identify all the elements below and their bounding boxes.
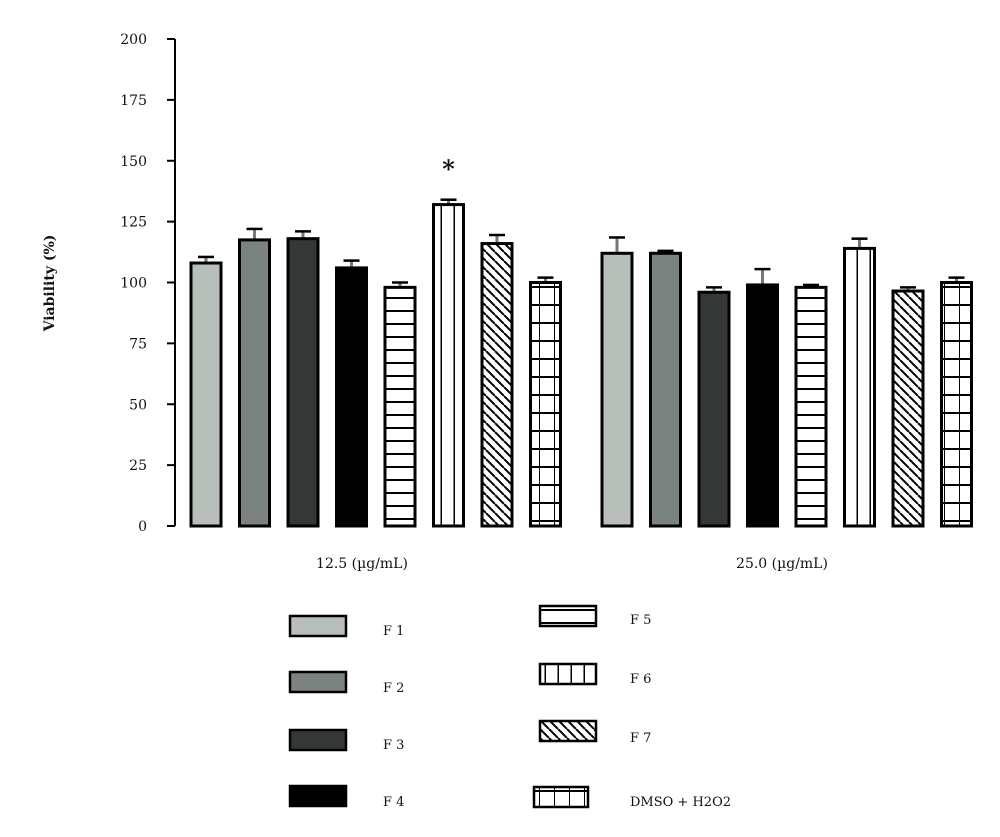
bar-f-2 [649,251,682,528]
y-axis-label: Viability (%) [42,235,58,333]
legend-swatch [288,670,348,694]
bar-f-5 [383,285,417,528]
x-category-label-0: 12.5 (µg/mL) [316,556,408,572]
legend-label: F 5 [630,613,651,628]
bar-f-4 [746,283,779,528]
bar-dmso-h2o2 [529,281,562,528]
y-tick-label: 200 [120,32,147,48]
significance-marker: * [442,155,455,184]
y-tick-label: 75 [129,336,147,352]
bar-f-7 [891,289,925,528]
y-tick-label: 100 [120,276,147,292]
x-category-label-1: 25.0 (µg/mL) [736,556,828,572]
y-tick-label: 125 [120,215,147,231]
legend-swatch [288,784,348,808]
bar-f-3 [286,237,320,528]
legend-label: DMSO + H2O2 [630,795,731,810]
legend-label: F 2 [383,681,404,696]
y-tick-label: 0 [138,519,147,535]
y-tick-label: 150 [120,154,147,170]
legend-swatch [538,604,598,628]
legend-label: F 4 [383,795,404,810]
legend-label: F 6 [630,672,651,687]
bar-f-7 [480,242,514,528]
bar-f-5 [794,285,828,528]
legend-swatch [538,662,598,686]
bar-f-2 [238,238,271,528]
legend-swatch [288,614,348,638]
bar-f-6 [432,203,465,528]
legend-label: F 7 [630,731,651,746]
legend-label: F 1 [383,624,404,639]
legend-swatch [538,719,598,743]
y-tick-label: 175 [120,93,147,109]
y-tick-label: 50 [129,397,147,413]
bar-f-1 [189,261,223,528]
bar-f-4 [335,266,368,528]
bar-f-1 [600,251,634,528]
bar-f-6 [843,246,876,528]
legend-label: F 3 [383,738,404,753]
legend-swatch [532,785,590,809]
bar-f-3 [697,290,731,528]
y-tick-label: 25 [129,458,147,474]
bar-dmso-h2o2 [940,281,973,528]
legend-swatch [288,728,348,752]
